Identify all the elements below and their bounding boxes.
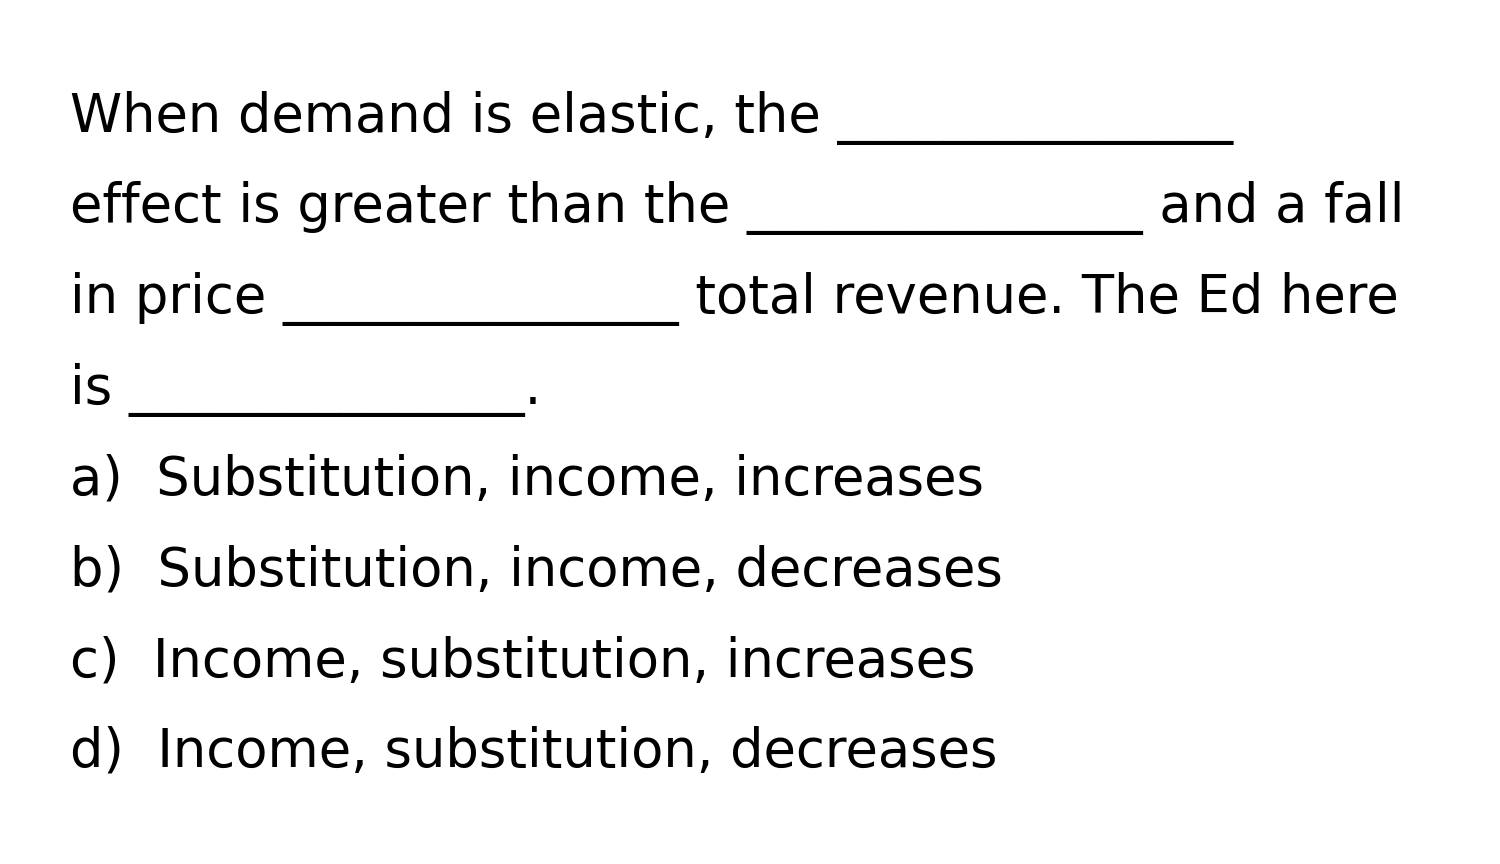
Text: c)  Income, substitution, increases: c) Income, substitution, increases [69,635,975,687]
Text: b)  Substitution, income, decreases: b) Substitution, income, decreases [69,544,1002,596]
Text: d)  Income, substitution, decreases: d) Income, substitution, decreases [69,726,998,778]
Text: effect is greater than the _______________ and a fall: effect is greater than the _____________… [69,181,1404,235]
Text: a)  Substitution, income, increases: a) Substitution, income, increases [69,454,984,505]
Text: in price _______________ total revenue. The Ed here: in price _______________ total revenue. … [69,272,1398,326]
Text: When demand is elastic, the _______________: When demand is elastic, the ____________… [69,91,1233,145]
Text: is _______________.: is _______________. [69,363,542,416]
